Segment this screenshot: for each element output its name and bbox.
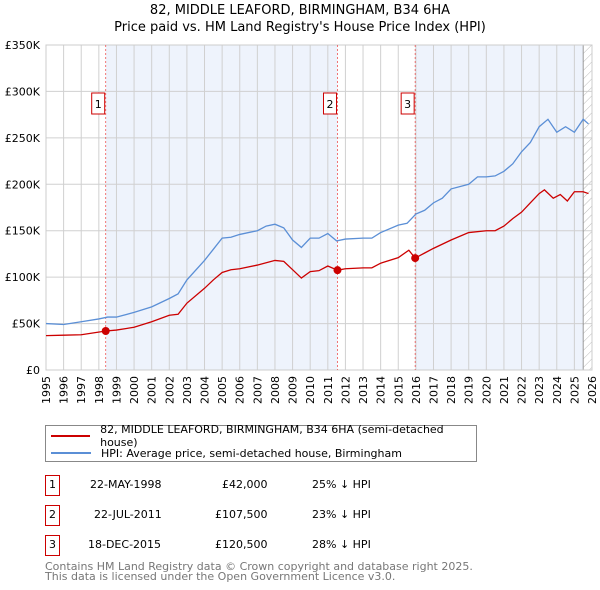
x-tick-label: 1997	[75, 376, 88, 404]
sale-label-box	[400, 92, 415, 115]
plot-frame	[45, 44, 593, 371]
x-tick-label: 2021	[498, 376, 511, 404]
legend-item-property: 82, MIDDLE LEAFORD, BIRMINGHAM, B34 6HA …	[51, 423, 476, 449]
x-tick-label: 1999	[110, 376, 123, 404]
transaction-date: 18-DEC-2015	[88, 538, 162, 551]
transaction-date: 22-MAY-1998	[90, 478, 162, 491]
x-tick-label: 2010	[304, 376, 317, 404]
x-tick-label: 2019	[463, 376, 476, 404]
x-tick-label: 2014	[375, 376, 388, 404]
ownership-shade	[415, 45, 584, 370]
y-tick-label: £200K	[5, 178, 41, 191]
marker-badge: 2	[45, 505, 60, 526]
x-tick-label: 2025	[568, 376, 581, 404]
sale-point	[333, 266, 342, 275]
sale-label: 2	[326, 98, 333, 111]
transaction-price: £120,500	[215, 538, 268, 551]
x-tick-label: 1998	[93, 376, 106, 404]
transaction-price: £107,500	[215, 508, 268, 521]
legend-label-hpi: HPI: Average price, semi-detached house,…	[101, 446, 402, 460]
sale-point	[101, 327, 110, 335]
marker-badge: 1	[45, 475, 60, 496]
forecast-hatch	[583, 45, 592, 370]
y-tick-label: £300K	[5, 85, 41, 98]
blue-line-swatch	[51, 452, 91, 454]
transaction-diff: 28% ↓ HPI	[312, 538, 371, 551]
x-tick-label: 2012	[339, 376, 352, 404]
x-tick-label: 2024	[551, 376, 564, 404]
y-tick-label: £150K	[5, 225, 41, 238]
transaction-row: 3 18-DEC-2015 £120,500 28% ↓ HPI	[45, 535, 465, 556]
x-tick-label: 2013	[357, 376, 370, 404]
x-tick-label: 2015	[392, 376, 405, 404]
y-tick-label: £350K	[5, 39, 41, 52]
y-tick-label: £50K	[12, 318, 41, 331]
x-tick-label: 2002	[163, 376, 176, 404]
red-line-swatch	[51, 435, 91, 437]
x-tick-label: 2011	[322, 376, 335, 404]
y-tick-label: £100K	[5, 271, 41, 284]
sale-label: 1	[95, 98, 102, 111]
sale-label-box	[91, 92, 106, 115]
transaction-diff: 25% ↓ HPI	[312, 478, 371, 491]
sale-label-box	[322, 92, 337, 115]
ownership-shade	[105, 45, 338, 370]
x-tick-label: 2017	[427, 376, 440, 404]
property-price-line	[45, 189, 589, 337]
x-tick-label: 2001	[146, 376, 159, 404]
x-tick-label: 2022	[516, 376, 529, 404]
x-tick-label: 2026	[586, 376, 599, 404]
x-tick-label: 2018	[445, 376, 458, 404]
x-tick-label: 2023	[533, 376, 546, 404]
x-tick-label: 1996	[58, 376, 71, 404]
transaction-diff: 23% ↓ HPI	[312, 508, 371, 521]
legend: 82, MIDDLE LEAFORD, BIRMINGHAM, B34 6HA …	[45, 423, 477, 462]
hpi-line	[45, 118, 589, 326]
footer-copyright: Contains HM Land Registry data © Crown c…	[45, 560, 473, 573]
x-tick-label: 2009	[287, 376, 300, 404]
x-tick-label: 2004	[199, 376, 212, 404]
transaction-row: 1 22-MAY-1998 £42,000 25% ↓ HPI	[45, 475, 465, 496]
marker-badge: 3	[45, 535, 60, 556]
y-tick-label: £250K	[5, 132, 41, 145]
x-tick-label: 2020	[480, 376, 493, 404]
legend-item-hpi: HPI: Average price, semi-detached house,…	[51, 445, 402, 461]
y-tick-label: £0	[26, 364, 40, 377]
line-chart: 1995 1996 1997 1998 1999 2000 2001 2002 2003 2004…	[5, 39, 599, 404]
x-tick-label: 2008	[269, 376, 282, 404]
x-tick-label: 2005	[216, 376, 229, 404]
x-tick-label: 2007	[251, 376, 264, 404]
transaction-date: 22-JUL-2011	[94, 508, 162, 521]
x-tick-label: 2016	[410, 376, 423, 404]
chart-title: 82, MIDDLE LEAFORD, BIRMINGHAM, B34 6HA	[149, 3, 451, 18]
x-tick-label: 2000	[128, 376, 141, 404]
x-tick-label: 2006	[234, 376, 247, 404]
transaction-row: 2 22-JUL-2011 £107,500 23% ↓ HPI	[45, 505, 465, 526]
sale-point	[411, 254, 420, 263]
footer-licence: This data is licensed under the Open Gov…	[45, 570, 396, 583]
legend-label-property: 82, MIDDLE LEAFORD, BIRMINGHAM, B34 6HA …	[100, 423, 444, 449]
transaction-price: £42,000	[222, 478, 268, 491]
x-tick-label: 2003	[181, 376, 194, 404]
chart-subtitle: Price paid vs. HM Land Registry's House …	[114, 20, 486, 35]
sale-label: 3	[404, 98, 411, 111]
x-tick-label: 1995	[40, 376, 53, 404]
